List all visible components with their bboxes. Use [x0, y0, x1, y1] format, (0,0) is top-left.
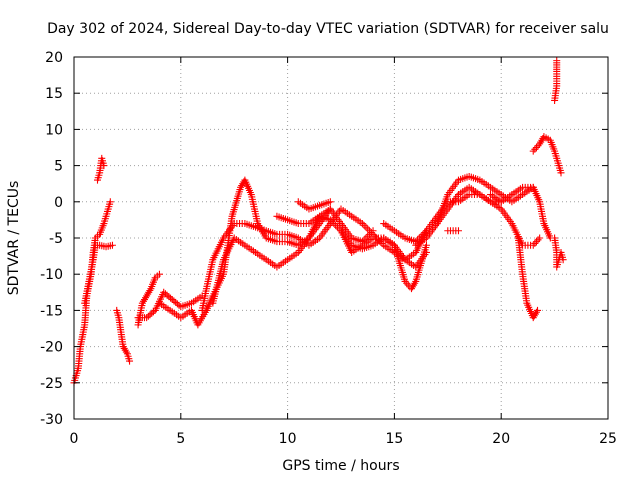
- x-axis-label: GPS time / hours: [282, 458, 399, 474]
- series-track-c: [93, 154, 108, 184]
- y-tick-label: -25: [40, 376, 63, 392]
- series-track-e: [134, 270, 163, 329]
- y-tick-label: 0: [54, 195, 63, 211]
- series-track-q: [487, 183, 554, 242]
- y-tick-label: -5: [49, 231, 63, 247]
- series-track-r: [514, 234, 542, 322]
- series-track-l: [337, 227, 430, 293]
- x-tick-label: 20: [492, 431, 510, 447]
- data-point-markers: [113, 306, 134, 365]
- y-tick-label: -20: [40, 340, 63, 356]
- data-point-markers: [551, 57, 561, 104]
- data-point-markers: [273, 205, 334, 228]
- series-track-j: [273, 205, 334, 228]
- data-point-markers: [444, 227, 462, 235]
- y-tick-label: 15: [45, 86, 63, 102]
- y-axis-label: SDTVAR / TECUs: [6, 181, 22, 296]
- y-tick-label: -15: [40, 303, 63, 319]
- data-point-markers: [134, 270, 163, 329]
- series-track-d: [113, 306, 134, 365]
- data-point-markers: [551, 234, 567, 271]
- x-tick-labels: 0 5 10 15 20 25: [70, 431, 617, 447]
- x-tick-label: 15: [385, 431, 403, 447]
- x-tick-label: 10: [279, 431, 297, 447]
- x-tick-label: 25: [599, 431, 617, 447]
- data-points: [70, 57, 567, 387]
- data-point-markers: [93, 154, 108, 184]
- series-track-b: [81, 241, 116, 307]
- y-tick-labels: 20 15 10 5 0 -5 -10 -15 -20 -25 -30: [40, 50, 63, 428]
- grid-lines: [74, 57, 608, 419]
- y-tick-label: 20: [45, 50, 63, 66]
- series-track-o: [433, 183, 544, 249]
- series-track-t: [551, 234, 567, 271]
- series-track-s: [529, 133, 565, 177]
- series-track-k: [294, 198, 334, 213]
- chart-title: Day 302 of 2024, Sidereal Day-to-day VTE…: [47, 21, 609, 37]
- data-point-markers: [294, 198, 334, 213]
- series-track-p: [444, 227, 462, 235]
- data-point-markers: [433, 183, 544, 249]
- x-tick-label: 0: [70, 431, 79, 447]
- y-tick-label: -10: [40, 267, 63, 283]
- data-point-markers: [514, 234, 542, 322]
- data-point-markers: [81, 241, 116, 307]
- data-point-markers: [70, 198, 114, 387]
- x-tick-label: 5: [176, 431, 185, 447]
- axis-ticks: [73, 56, 609, 420]
- y-tick-label: -30: [40, 412, 63, 428]
- data-point-markers: [337, 227, 430, 293]
- series-track-u: [551, 57, 561, 104]
- data-point-markers: [529, 133, 565, 177]
- y-tick-label: 5: [54, 159, 63, 175]
- y-tick-label: 10: [45, 122, 63, 138]
- data-point-markers: [487, 183, 554, 242]
- series-track-a: [70, 198, 114, 387]
